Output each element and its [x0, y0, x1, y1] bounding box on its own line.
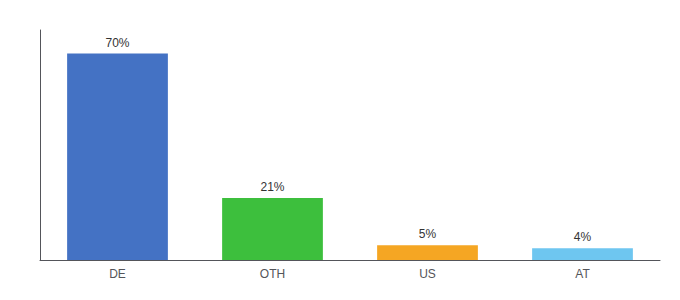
svg-text:21%: 21%: [260, 180, 284, 194]
svg-text:US: US: [419, 267, 436, 281]
svg-text:DE: DE: [109, 267, 126, 281]
svg-text:AT: AT: [575, 267, 590, 281]
svg-text:4%: 4%: [574, 230, 592, 244]
svg-text:OTH: OTH: [260, 267, 285, 281]
svg-text:70%: 70%: [105, 36, 129, 50]
svg-text:5%: 5%: [419, 227, 437, 241]
